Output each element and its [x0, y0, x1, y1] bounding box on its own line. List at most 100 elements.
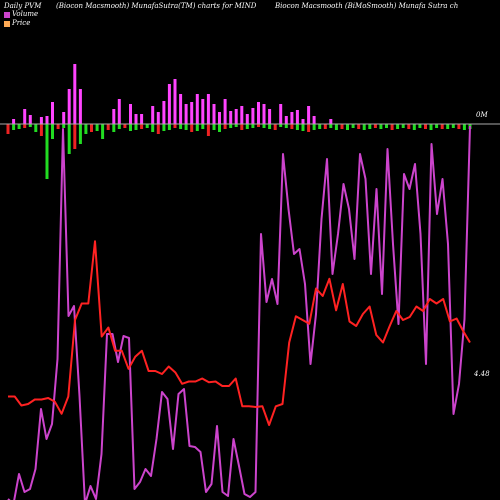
- volume-bar-down: [134, 124, 138, 130]
- volume-bar-down: [84, 124, 88, 134]
- volume-bar-down: [257, 124, 260, 127]
- volume-bar-down: [28, 124, 32, 127]
- volume-bar-down: [117, 124, 121, 129]
- volume-bar-down: [129, 124, 132, 131]
- volume-bar-down: [95, 124, 99, 131]
- volume-bar-up: [212, 104, 216, 124]
- volume-bar-up: [167, 84, 171, 124]
- volume-bar-down: [334, 124, 338, 130]
- volume-bar-down: [351, 124, 355, 128]
- volume-bar-up: [28, 115, 32, 124]
- volume-bar-up: [190, 102, 194, 124]
- volume-bar-up: [179, 94, 183, 124]
- chart-title-left: Daily PVM: [4, 2, 42, 10]
- volume-bar-down: [346, 124, 349, 130]
- volume-bar-down: [440, 124, 444, 129]
- volume-bar-down: [12, 124, 16, 130]
- volume-bar-up: [45, 116, 49, 124]
- volume-bar-up: [257, 102, 260, 124]
- volume-bar-up: [301, 119, 305, 124]
- volume-bar-down: [301, 124, 305, 131]
- volume-bar-down: [390, 124, 394, 130]
- volume-bar-down: [446, 124, 450, 129]
- volume-bar-down: [407, 124, 411, 129]
- volume-bar-up: [195, 94, 199, 124]
- volume-bar-down: [45, 124, 49, 179]
- volume-bar-down: [140, 124, 144, 129]
- volume-bar-down: [368, 124, 372, 129]
- volume-bar-down: [268, 124, 272, 129]
- volume-bar-down: [173, 124, 177, 128]
- volume-bar-down: [145, 124, 149, 128]
- volume-bar-down: [112, 124, 116, 132]
- volume-bar-down: [318, 124, 322, 129]
- volume-bar-down: [240, 124, 244, 130]
- volume-bar-down: [23, 124, 27, 128]
- volume-bar-down: [156, 124, 160, 134]
- volume-bar-down: [206, 124, 210, 136]
- volume-bar-up: [156, 112, 160, 124]
- volume-bar-up: [245, 114, 249, 124]
- price-line: [8, 240, 471, 426]
- volume-bar-down: [67, 124, 71, 154]
- volume-bar-down: [279, 124, 283, 127]
- volume-bar-up: [39, 117, 43, 124]
- volume-bar-down: [162, 124, 166, 131]
- volume-bar-up: [12, 119, 16, 124]
- price-legend-label: Price: [12, 19, 31, 27]
- volume-bar-down: [429, 124, 433, 130]
- volume-bar-up: [117, 99, 121, 124]
- volume-bar-up: [279, 104, 283, 124]
- volume-bar-up: [184, 104, 188, 124]
- volume-bar-down: [184, 124, 188, 130]
- volume-bar-up: [295, 110, 299, 124]
- volume-bar-down: [379, 124, 383, 129]
- volume-bar-up: [78, 89, 82, 124]
- volume-bar-up: [229, 111, 233, 124]
- volume-bar-down: [412, 124, 416, 130]
- volume-bar-down: [295, 124, 299, 130]
- volume-bar-up: [73, 64, 77, 124]
- volume-legend-label: Volume: [12, 10, 39, 18]
- volume-bar-down: [451, 124, 455, 128]
- volume-bar-down: [17, 124, 21, 129]
- volume-bar-down: [179, 124, 183, 129]
- volume-bar-down: [401, 124, 405, 128]
- volume-bar-down: [78, 124, 82, 144]
- volume-bar-down: [229, 124, 233, 128]
- last-price-label: 4.48: [473, 370, 490, 378]
- volume-bar-down: [340, 124, 344, 129]
- volume-bar-down: [90, 124, 93, 132]
- volume-bar-down: [123, 124, 127, 128]
- volume-bar-down: [106, 124, 110, 130]
- volume-bar-up: [134, 114, 138, 124]
- volume-bar-down: [424, 124, 427, 129]
- volume-bar-down: [251, 124, 255, 128]
- volume-bar-down: [34, 124, 38, 132]
- volume-legend-swatch: [4, 12, 10, 18]
- volume-bar-up: [284, 116, 288, 124]
- volume-bar-up: [140, 114, 144, 124]
- volume-bar-down: [151, 124, 155, 132]
- volume-bar-up: [262, 104, 266, 124]
- volume-bar-down: [290, 124, 294, 129]
- volume-bar-down: [418, 124, 422, 128]
- volume-bar-up: [173, 79, 177, 124]
- volume-bar-up: [268, 109, 272, 124]
- volume-bar-up: [240, 106, 244, 124]
- volume-bar-up: [201, 99, 205, 124]
- volume-bar-down: [462, 124, 466, 130]
- volume-bar-up: [151, 106, 155, 124]
- volume-bar-down: [56, 124, 60, 129]
- chart-title-center: (Biocon Macsmooth) MunafaSutra(TM) chart…: [56, 2, 257, 10]
- volume-bar-up: [62, 112, 66, 124]
- volume-bar-down: [457, 124, 461, 129]
- volume-bar-down: [396, 124, 400, 129]
- volume-bar-down: [39, 124, 43, 136]
- volume-bar-down: [212, 124, 216, 130]
- volume-line: [7, 125, 471, 500]
- volume-bar-down: [284, 124, 288, 128]
- volume-bar-up: [129, 104, 132, 124]
